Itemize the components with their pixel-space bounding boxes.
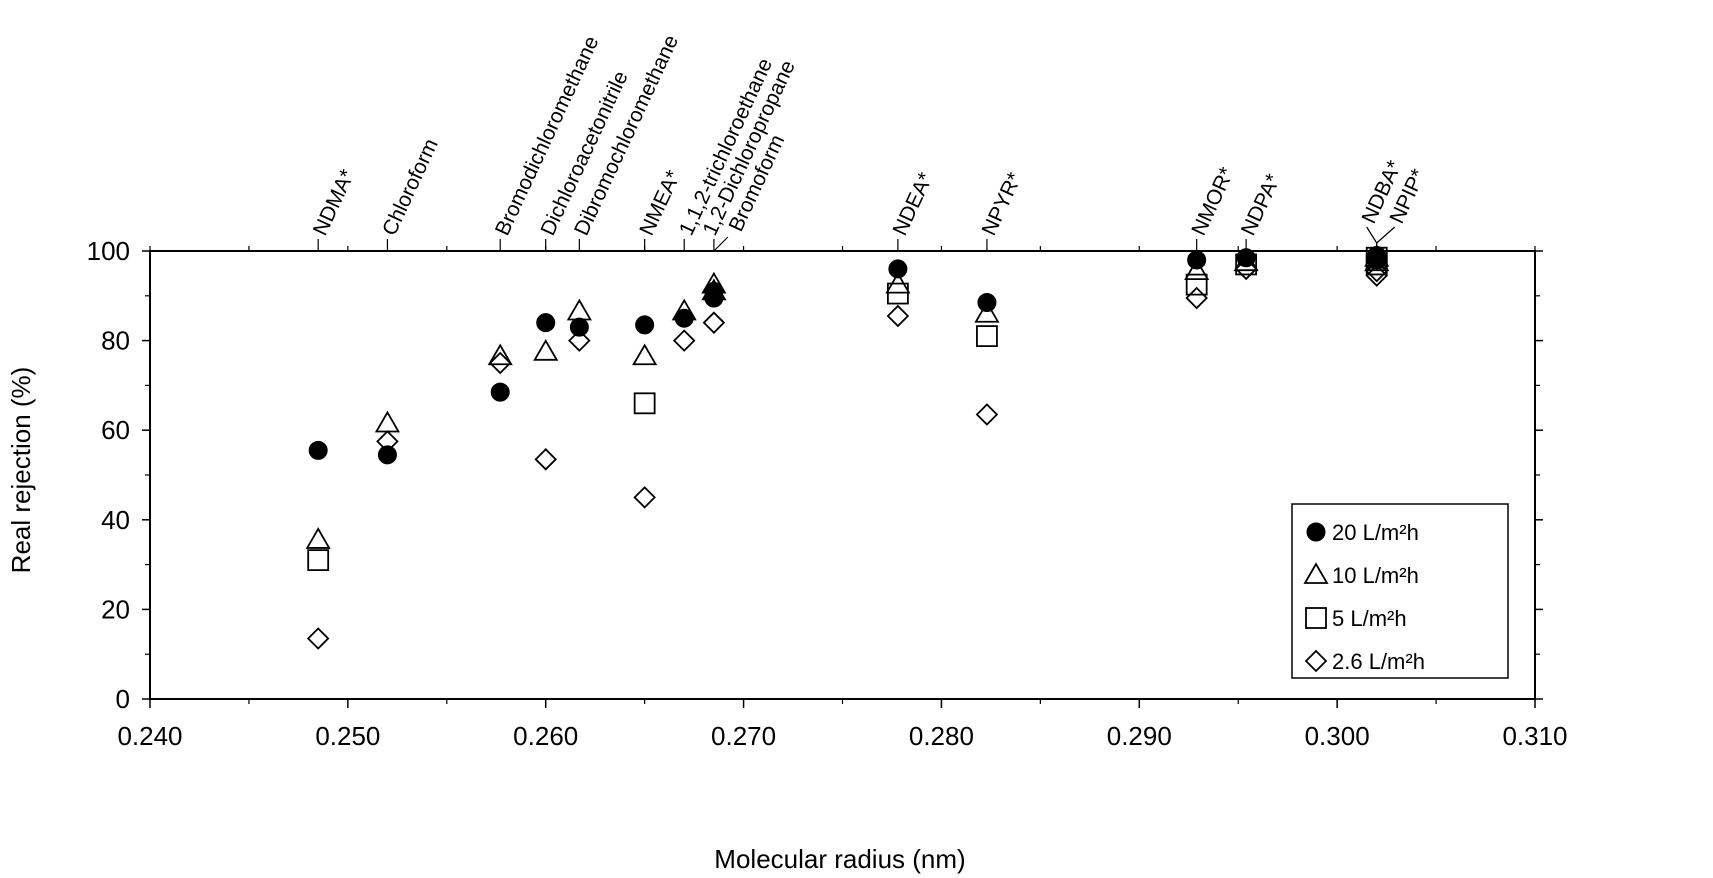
data-point — [487, 343, 513, 366]
x-tick-label: 0.250 — [315, 721, 380, 751]
data-point — [377, 445, 397, 465]
legend-marker — [1305, 607, 1327, 629]
data-point — [374, 410, 400, 433]
legend-box — [1291, 503, 1509, 679]
data-point — [886, 304, 910, 328]
data-points — [305, 244, 1390, 650]
compound-label: NDPA* — [1237, 171, 1285, 240]
data-point — [674, 308, 694, 328]
compound-label: NMOR* — [1187, 164, 1238, 239]
x-tick-label: 0.240 — [117, 721, 182, 751]
legend-label: 2.6 L/m²h — [1332, 649, 1425, 674]
data-point — [533, 339, 559, 361]
y-axis-ticks: 0 20 40 60 80 100 — [87, 236, 1543, 714]
compound-label: NPYR* — [978, 169, 1027, 239]
data-point — [633, 486, 656, 509]
y-axis-title: Real rejection (%) — [6, 367, 36, 574]
data-point — [704, 288, 724, 308]
data-point — [569, 317, 589, 337]
data-point — [305, 527, 331, 549]
data-point — [376, 430, 399, 453]
legend-marker — [1304, 649, 1328, 673]
data-point — [1365, 259, 1388, 283]
data-point — [671, 298, 697, 321]
data-point — [887, 282, 909, 305]
x-tick-label: 0.280 — [909, 721, 974, 751]
x-tick-label: 0.290 — [1107, 721, 1172, 751]
data-point — [1234, 257, 1258, 281]
compound-label: NDEA* — [889, 169, 938, 239]
data-point — [568, 329, 591, 352]
y-tick-label: 0 — [116, 684, 130, 714]
y-tick-label: 60 — [101, 415, 130, 445]
x-tick-label: 0.300 — [1305, 721, 1370, 751]
compound-leader — [1366, 226, 1378, 244]
data-point — [566, 298, 592, 321]
x-tick-label: 0.270 — [711, 721, 776, 751]
data-point — [534, 448, 557, 471]
data-point — [976, 325, 998, 348]
series-2 — [307, 246, 1388, 572]
legend-label: 20 L/m²h — [1332, 520, 1419, 545]
legend-label: 5 L/m²h — [1332, 606, 1407, 631]
compound-label: NDMA* — [309, 166, 359, 239]
data-point — [1233, 249, 1259, 272]
data-point — [536, 313, 556, 333]
compound-leader — [713, 236, 729, 252]
y-tick-label: 20 — [101, 594, 130, 624]
legend-label: 10 L/m²h — [1332, 563, 1419, 588]
compound-leader — [1376, 226, 1396, 244]
data-point — [1185, 286, 1208, 310]
data-point — [1184, 258, 1210, 281]
compound-labels: NDMA* Chloroform BromodichloromethaneDichl… — [309, 32, 1430, 252]
data-point — [1235, 253, 1258, 276]
compound-label: Chloroform — [378, 135, 443, 239]
x-axis-ticks: 0.240 0.250 0.260 0.270 0.280 0.290 0.300 0.310 — [117, 246, 1568, 751]
series-1 — [305, 244, 1390, 549]
data-point — [1365, 253, 1388, 276]
y-tick-label: 40 — [101, 505, 130, 535]
data-point — [1364, 249, 1390, 272]
data-point — [702, 311, 726, 334]
x-tick-label: 0.310 — [1502, 721, 1567, 751]
data-point — [974, 300, 1000, 323]
legend-marker — [1306, 522, 1326, 542]
data-point — [632, 343, 658, 366]
series-0 — [308, 245, 1387, 465]
data-point — [635, 315, 655, 335]
data-point — [701, 278, 727, 301]
y-tick-label: 80 — [101, 326, 130, 356]
x-axis-title: Molecular radius (nm) — [714, 844, 965, 874]
data-point — [308, 440, 328, 460]
data-point — [1365, 264, 1388, 287]
data-point — [975, 403, 999, 426]
data-point — [888, 259, 908, 279]
data-point — [672, 329, 696, 352]
data-point — [633, 392, 656, 415]
legend: 20 L/m²h 10 L/m²h 5 L/m²h 2.6 L/m²h — [1291, 503, 1509, 679]
legend-marker — [1303, 562, 1329, 584]
x-tick-label: 0.260 — [513, 721, 578, 751]
data-point — [490, 382, 510, 402]
data-point — [701, 271, 727, 294]
y-tick-label: 100 — [87, 236, 130, 266]
data-point — [306, 627, 330, 650]
series-3 — [306, 257, 1388, 650]
data-point — [307, 549, 330, 572]
data-point — [488, 351, 512, 375]
data-point — [1185, 273, 1208, 296]
